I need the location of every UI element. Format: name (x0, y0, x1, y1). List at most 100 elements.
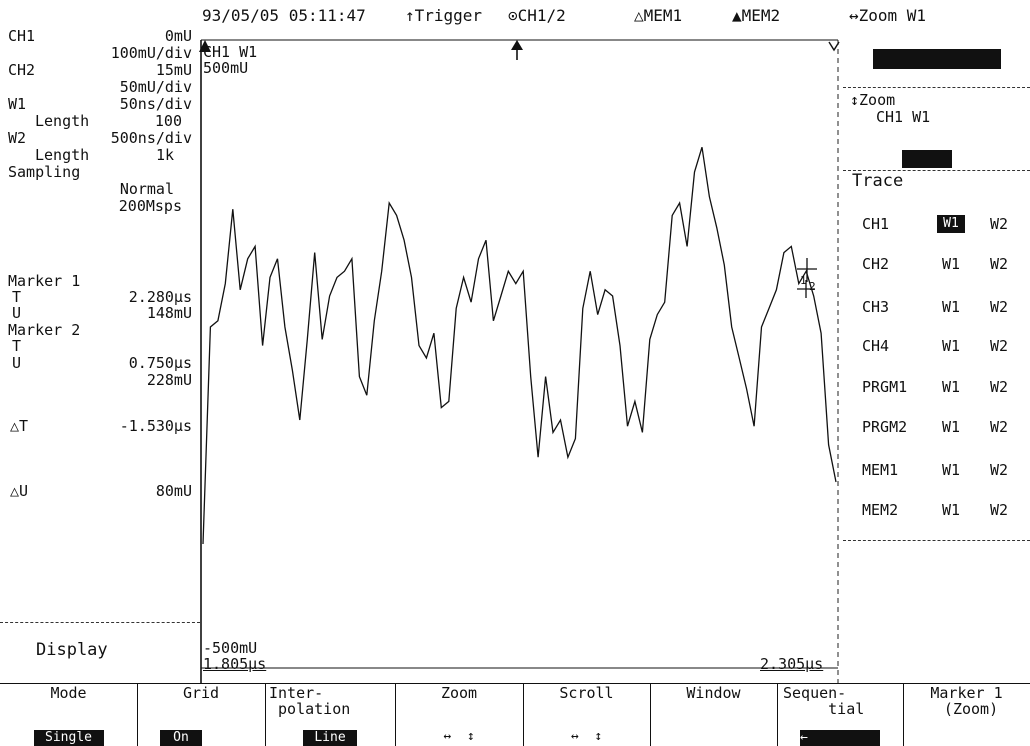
softkey-value: On (160, 730, 202, 746)
marker1-v-label: U (12, 304, 22, 322)
trace-row-ch2[interactable]: CH2 W1 W2 (862, 255, 1022, 275)
trigger-arrow-icon (511, 40, 523, 60)
mem1-indicator: △MEM1 (634, 6, 683, 25)
marker1-time: 2.280µs (128, 288, 192, 306)
ch1-offset: 0mU (164, 27, 192, 45)
trace-w2-toggle[interactable]: W2 (990, 378, 1009, 396)
graph-top-value: 500mU (203, 59, 249, 77)
corner-mark-icon (828, 41, 840, 52)
sampling-mode: Normal (119, 180, 174, 198)
graph-x-end: 2.305µs (760, 655, 824, 673)
delta-t-label: △T (10, 417, 29, 435)
trace-w2-toggle[interactable]: W2 (990, 461, 1009, 479)
softkey-value: Single (33, 730, 104, 746)
graph-bottom-value: -500mU (203, 639, 258, 657)
w2-label: W2 (8, 129, 27, 147)
ch1-level-icon (199, 40, 211, 52)
softkey-top-border (0, 683, 1030, 684)
trace-w1-toggle[interactable]: W1 (942, 337, 961, 355)
trace-w2-toggle[interactable]: W2 (990, 215, 1009, 233)
softkey-separator (650, 683, 651, 746)
softkey-mode[interactable]: Mode Single (0, 683, 137, 746)
softkey-label: Marker 1 (Zoom) (930, 684, 1003, 718)
marker2-tag: 2 (809, 280, 816, 293)
softkey-separator (777, 683, 778, 746)
trace-row-name: MEM2 (862, 501, 899, 519)
trace-row-name: MEM1 (862, 461, 899, 479)
trigger-indicator: ↑Trigger (405, 6, 483, 25)
zoom-indicator: ↔Zoom W1 (849, 6, 927, 25)
left-divider (0, 622, 200, 623)
trace-row-name: CH1 (862, 215, 890, 233)
delta-v-label: △U (10, 482, 29, 500)
softkey-grid[interactable]: Grid On (137, 683, 265, 746)
trace-w1-toggle[interactable]: W1 (937, 215, 965, 233)
softkey-scroll[interactable]: Scroll ↔ ↕ (523, 683, 650, 746)
trace-row-mem1[interactable]: MEM1 W1 W2 (862, 461, 1022, 481)
trace-w2-toggle[interactable]: W2 (990, 298, 1009, 316)
marker-cursors (797, 258, 817, 298)
trace-row-ch3[interactable]: CH3 W1 W2 (862, 298, 1022, 318)
trace-w2-toggle[interactable]: W2 (990, 255, 1009, 273)
softkey-label: Window (686, 684, 741, 702)
softkey-separator (903, 683, 904, 746)
trace-row-ch1[interactable]: CH1 W1 W2 (862, 215, 1022, 235)
trace-w1-toggle[interactable]: W1 (942, 378, 961, 396)
marker1-voltage: 148mU (146, 304, 192, 322)
softkey-label: Zoom (440, 684, 478, 702)
ch2-scale: 50mU/div (119, 78, 192, 96)
trace-w1-toggle[interactable]: W1 (942, 461, 961, 479)
trace-w2-toggle[interactable]: W2 (990, 501, 1009, 519)
marker1-tag: 1 (800, 274, 807, 287)
softkey-value: ↔ ↕ (570, 729, 603, 744)
trace-row-ch4[interactable]: CH4 W1 W2 (862, 337, 1022, 357)
display-label: Display (36, 640, 108, 660)
softkey-marker1-zoom[interactable]: Marker 1 (Zoom) (903, 683, 1030, 746)
trace-row-prgm1[interactable]: PRGM1 W1 W2 (862, 378, 1022, 398)
softkey-separator (395, 683, 396, 746)
trace-row-name: PRGM2 (862, 418, 908, 436)
softkey-label: Inter- polation (269, 684, 351, 718)
right-divider-2 (843, 170, 1030, 171)
trace-w2-toggle[interactable]: W2 (990, 337, 1009, 355)
trace-w1-toggle[interactable]: W1 (942, 298, 961, 316)
delta-v-value: 80mU (155, 482, 192, 500)
softkey-window[interactable]: Window (650, 683, 777, 746)
graph-x-start: 1.805µs (203, 655, 267, 673)
w2-timebase: 500ns/div (110, 129, 192, 147)
trace-row-prgm2[interactable]: PRGM2 W1 W2 (862, 418, 1022, 438)
zoom-value: CH1 W1 (876, 108, 931, 126)
right-divider-3 (843, 540, 1030, 541)
marker2-v-label: U (12, 354, 22, 372)
w1-length-label: Length (35, 112, 90, 130)
marker2-label: Marker 2 (8, 321, 81, 339)
channel-ratio-indicator: ⊙CH1/2 (508, 6, 566, 25)
zoom-label: ↕Zoom (850, 91, 896, 109)
w2-length-label: Length (35, 146, 90, 164)
marker2-time: 0.750µs (128, 354, 192, 372)
softkey-value: ↔ ↕ (443, 729, 475, 744)
ch2-label: CH2 (8, 61, 36, 79)
softkey-value: Line (303, 730, 357, 746)
trace-row-name: CH2 (862, 255, 890, 273)
delta-t-value: -1.530µs (119, 417, 192, 435)
trace-row-name: CH4 (862, 337, 890, 355)
softkey-label: Scroll (559, 684, 614, 702)
ch1-label: CH1 (8, 27, 36, 45)
zoom-select-box[interactable] (902, 150, 952, 168)
softkey-separator (523, 683, 524, 746)
softkey-value: ← (800, 730, 880, 746)
softkey-interpolation[interactable]: Inter- polation Line (265, 683, 395, 746)
softkey-label: Sequen- tial (783, 684, 865, 718)
trace-w1-toggle[interactable]: W1 (942, 501, 961, 519)
trace-row-mem2[interactable]: MEM2 W1 W2 (862, 501, 1022, 521)
marker2-t-label: T (12, 337, 22, 355)
softkey-sequential[interactable]: Sequen- tial ← (777, 683, 903, 746)
trace-w1-toggle[interactable]: W1 (942, 255, 961, 273)
trace-w1-toggle[interactable]: W1 (942, 418, 961, 436)
trace-w2-toggle[interactable]: W2 (990, 418, 1009, 436)
mem2-indicator: ▲MEM2 (732, 6, 781, 25)
w1-length: 100 (154, 112, 182, 130)
softkey-zoom[interactable]: Zoom ↔ ↕ (395, 683, 523, 746)
timestamp: 93/05/05 05:11:47 (202, 6, 366, 25)
